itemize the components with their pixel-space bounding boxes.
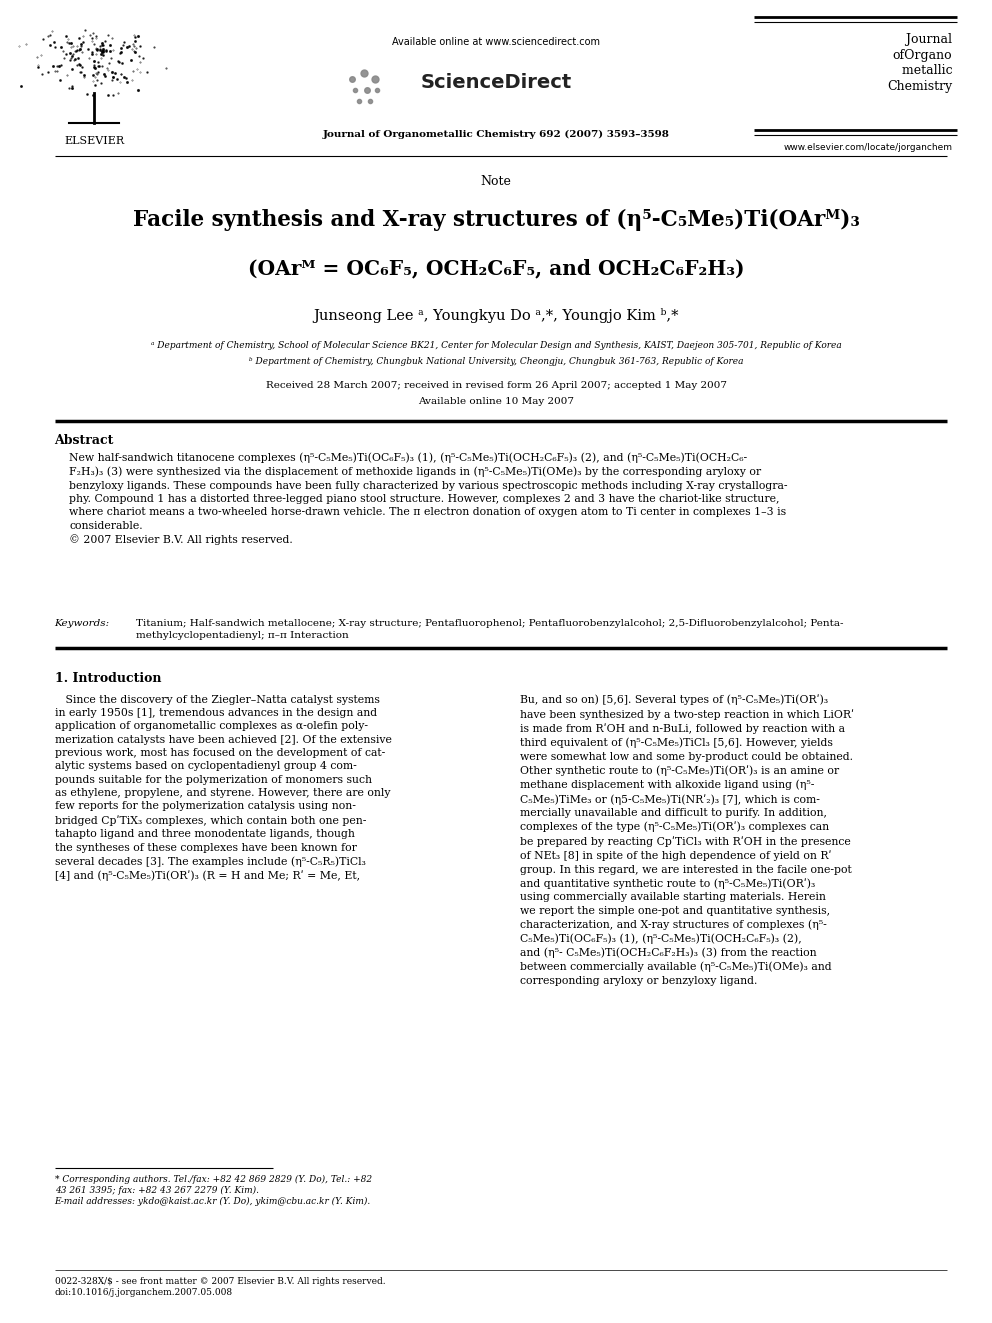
Text: ᵇ Department of Chemistry, Chungbuk National University, Cheongju, Chungbuk 361-: ᵇ Department of Chemistry, Chungbuk Nati… bbox=[249, 357, 743, 366]
Text: Junseong Lee ᵃ, Youngkyu Do ᵃ,*, Youngjo Kim ᵇ,*: Junseong Lee ᵃ, Youngkyu Do ᵃ,*, Youngjo… bbox=[313, 308, 679, 323]
Text: Journal of Organometallic Chemistry 692 (2007) 3593–3598: Journal of Organometallic Chemistry 692 … bbox=[322, 130, 670, 139]
Text: Abstract: Abstract bbox=[55, 434, 114, 447]
Text: New half-sandwich titanocene complexes (η⁵-C₅Me₅)Ti(OC₆F₅)₃ (1), (η⁵-C₅Me₅)Ti(OC: New half-sandwich titanocene complexes (… bbox=[69, 452, 788, 545]
Text: Keywords:: Keywords: bbox=[55, 619, 113, 628]
Text: Journal
ofOrgano
  metallic
Chemistry: Journal ofOrgano metallic Chemistry bbox=[887, 33, 952, 93]
Text: ELSEVIER: ELSEVIER bbox=[64, 136, 124, 147]
Text: Received 28 March 2007; received in revised form 26 April 2007; accepted 1 May 2: Received 28 March 2007; received in revi… bbox=[266, 381, 726, 390]
Text: 0022-328X/$ - see front matter © 2007 Elsevier B.V. All rights reserved.
doi:10.: 0022-328X/$ - see front matter © 2007 El… bbox=[55, 1277, 385, 1297]
Text: ScienceDirect: ScienceDirect bbox=[421, 73, 571, 91]
Text: (OArᴹ = OC₆F₅, OCH₂C₆F₅, and OCH₂C₆F₂H₃): (OArᴹ = OC₆F₅, OCH₂C₆F₅, and OCH₂C₆F₂H₃) bbox=[248, 258, 744, 278]
Text: www.elsevier.com/locate/jorganchem: www.elsevier.com/locate/jorganchem bbox=[784, 143, 952, 152]
Text: Titanium; Half-sandwich metallocene; X-ray structure; Pentafluorophenol; Pentafl: Titanium; Half-sandwich metallocene; X-r… bbox=[136, 619, 843, 639]
Text: Bu, and so on) [5,6]. Several types of (η⁵-C₅Me₅)Ti(ORʹ)₃
have been synthesized : Bu, and so on) [5,6]. Several types of (… bbox=[520, 695, 854, 986]
Text: * Corresponding authors. Tel./fax: +82 42 869 2829 (Y. Do), Tel.: +82
43 261 339: * Corresponding authors. Tel./fax: +82 4… bbox=[55, 1175, 372, 1207]
Text: Facile synthesis and X-ray structures of (η⁵-C₅Me₅)Ti(OArᴹ)₃: Facile synthesis and X-ray structures of… bbox=[133, 209, 859, 232]
Text: Available online at www.sciencedirect.com: Available online at www.sciencedirect.co… bbox=[392, 37, 600, 48]
Text: ᵃ Department of Chemistry, School of Molecular Science BK21, Center for Molecula: ᵃ Department of Chemistry, School of Mol… bbox=[151, 341, 841, 351]
Text: Available online 10 May 2007: Available online 10 May 2007 bbox=[418, 397, 574, 406]
Text: 1. Introduction: 1. Introduction bbox=[55, 672, 161, 685]
Text: Note: Note bbox=[480, 175, 512, 188]
Text: Since the discovery of the Ziegler–Natta catalyst systems
in early 1950s [1], tr: Since the discovery of the Ziegler–Natta… bbox=[55, 695, 392, 881]
